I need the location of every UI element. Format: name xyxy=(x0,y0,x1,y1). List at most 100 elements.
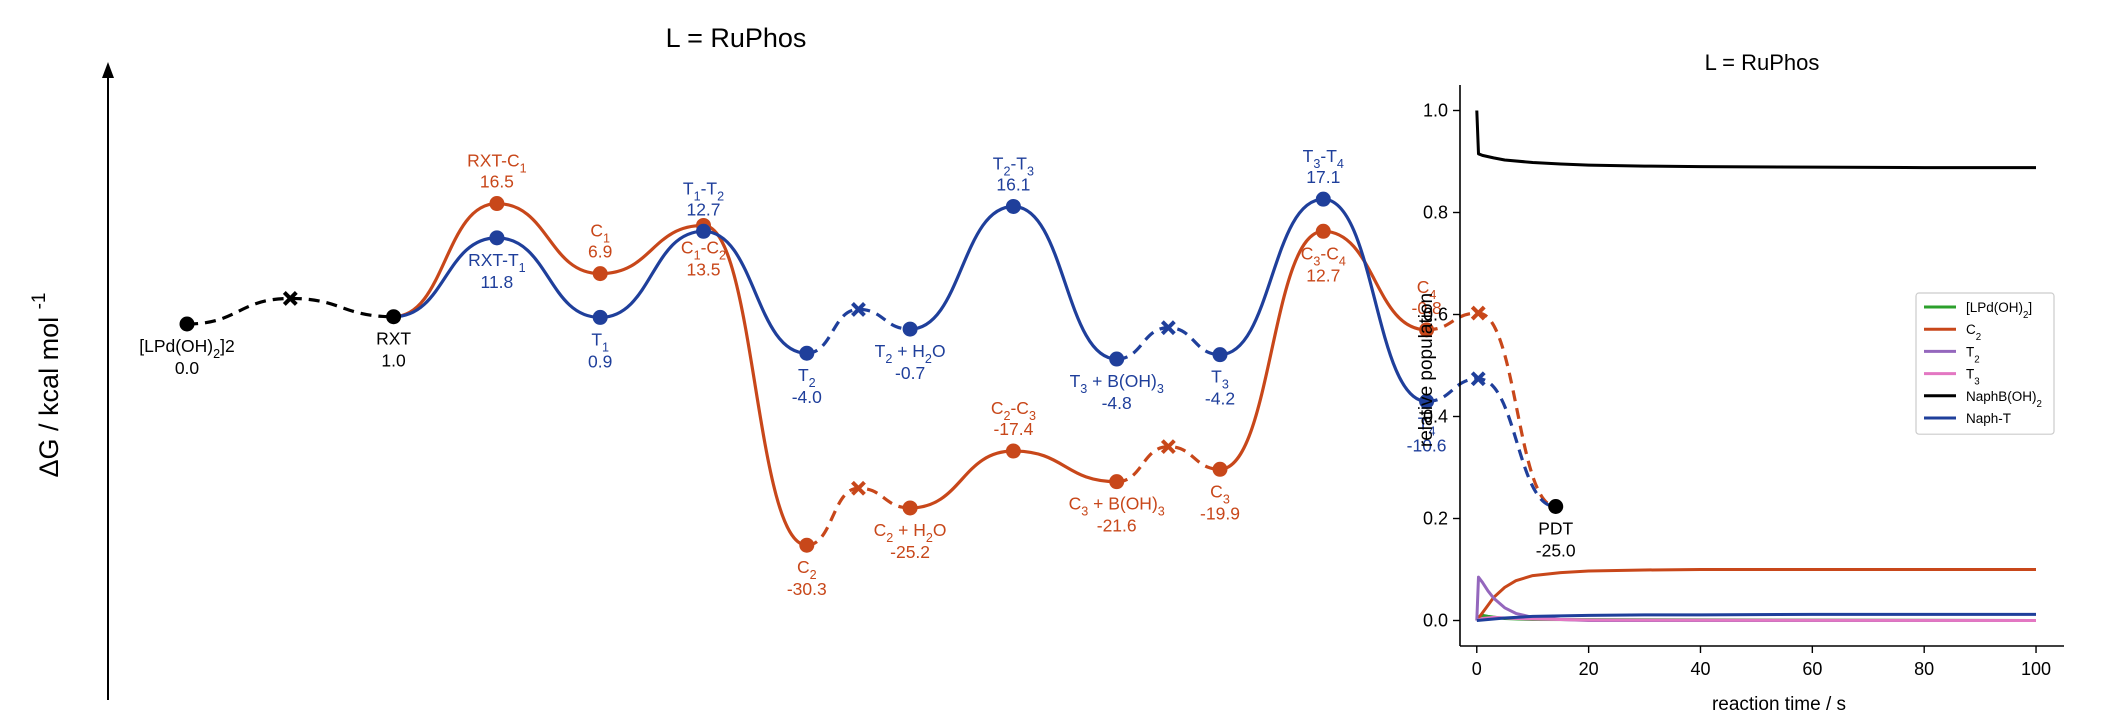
series-line-4 xyxy=(1475,110,2036,170)
state-energy: -19.9 xyxy=(1200,503,1240,523)
intermediate-x-marker-s27 xyxy=(1470,305,1486,321)
state-marker-s24 xyxy=(1315,191,1331,207)
x-tick-label: 20 xyxy=(1579,659,1599,679)
state-name: T2 xyxy=(798,365,816,390)
intermediate-x-marker-s19 xyxy=(1160,439,1176,455)
legend-label: T3 xyxy=(1966,367,1980,388)
pathway-segment-12 xyxy=(1426,377,1556,509)
state-marker-s26 xyxy=(1419,393,1435,409)
pathway-segment-6 xyxy=(910,204,1117,361)
state-marker-s23 xyxy=(1315,223,1331,239)
state-name: C3 xyxy=(1210,481,1230,506)
series-line-1 xyxy=(1475,568,2036,622)
state-name: C2 xyxy=(797,557,817,582)
x-tick-label: 100 xyxy=(2021,659,2051,679)
state-label-s5: C16.9 xyxy=(588,221,612,262)
energy-profile-markers xyxy=(179,191,1564,553)
state-energy: -10.6 xyxy=(1407,435,1447,455)
energy-axis-label: ΔG / kcal mol -1 xyxy=(29,293,64,478)
population-ticks: 0 20 40 60 80 100 0.0 0.2 0.4 0.6 0.8 1.0 xyxy=(1423,101,2051,680)
state-energy: 6.9 xyxy=(588,242,612,262)
state-marker-s6 xyxy=(592,309,608,325)
state-label-s29: PDT-25.0 xyxy=(1536,519,1576,561)
state-energy: 0.0 xyxy=(175,358,200,378)
state-marker-s10 xyxy=(799,345,815,361)
state-label-s17: C3 + B(OH)3-21.6 xyxy=(1069,494,1165,536)
state-name: T3-T4 xyxy=(1303,146,1344,171)
x-tick-label: 80 xyxy=(1914,659,1934,679)
state-label-s9: C2-30.3 xyxy=(787,557,827,599)
state-marker-s17 xyxy=(1109,474,1125,490)
state-name: T4 xyxy=(1418,413,1436,438)
legend-entry-5: Naph-T xyxy=(1924,411,2011,426)
state-energy: 12.7 xyxy=(1306,265,1340,285)
state-label-s25: C4-0.8 xyxy=(1412,277,1442,318)
pathway-segment-0 xyxy=(186,296,394,326)
legend-label: [LPd(OH)2] xyxy=(1966,300,2032,321)
population-y-label: relative population xyxy=(1416,293,1437,447)
intermediate-x-marker-s28 xyxy=(1470,371,1486,387)
state-name: T1 xyxy=(591,329,609,354)
state-energy: 11.8 xyxy=(481,272,514,292)
state-energy: -25.2 xyxy=(890,542,930,562)
state-name: T2-T3 xyxy=(993,153,1034,178)
state-energy: 16.5 xyxy=(480,172,514,192)
state-marker-s15 xyxy=(1005,443,1021,459)
energy-profile-title: L = RuPhos xyxy=(666,23,807,53)
state-name: PDT xyxy=(1538,519,1573,539)
y-tick-label: 0.2 xyxy=(1423,509,1448,529)
state-marker-s9 xyxy=(799,537,815,553)
state-marker-s3 xyxy=(489,196,505,212)
pathway-segment-1 xyxy=(393,201,808,547)
energy-axis-arrowhead xyxy=(102,62,114,78)
legend-label: NaphB(OH)2 xyxy=(1966,389,2042,410)
x-tick-label: 40 xyxy=(1690,659,1710,679)
intermediate-x-marker-s1 xyxy=(282,291,298,306)
legend-entry-2: T2 xyxy=(1924,344,1980,365)
state-marker-s21 xyxy=(1212,461,1228,477)
state-marker-s8 xyxy=(696,223,711,239)
y-tick-label: 1.0 xyxy=(1423,101,1448,121)
pathway-segment-8 xyxy=(1116,326,1221,361)
y-tick-label: 0.6 xyxy=(1423,305,1448,325)
state-label-s15: C2-C3-17.4 xyxy=(991,398,1036,439)
state-name: [LPd(OH)2]2 xyxy=(139,336,235,361)
state-label-s0: [LPd(OH)2]20.0 xyxy=(139,336,235,378)
state-label-s26: T4-10.6 xyxy=(1407,413,1447,455)
state-name: RXT-T1 xyxy=(468,250,526,275)
pathway-segment-9 xyxy=(1219,229,1427,471)
state-name: RXT xyxy=(376,329,411,349)
state-energy: -4.2 xyxy=(1205,389,1235,409)
legend-entry-4: NaphB(OH)2 xyxy=(1924,389,2042,410)
state-marker-s0 xyxy=(179,316,195,332)
pathway-segment-4 xyxy=(806,307,911,355)
x-tick-label: 60 xyxy=(1802,659,1822,679)
state-energy: -4.0 xyxy=(792,387,822,407)
pathway-segment-11 xyxy=(1426,311,1557,509)
state-name: C2 + H2O xyxy=(874,520,947,545)
population-title: L = RuPhos xyxy=(1705,50,1820,75)
state-label-s13: C2 + H2O-25.2 xyxy=(874,520,947,562)
state-name: T3 xyxy=(1211,367,1229,392)
state-energy: -25.0 xyxy=(1536,541,1576,561)
state-marker-s16 xyxy=(1005,198,1021,214)
population-chart: L = RuPhos 0 20 40 60 80 100 0.0 0.2 0.4 0.6 0.8 1.… xyxy=(1416,50,2064,715)
intermediate-x-marker-s12 xyxy=(851,301,866,317)
y-tick-label: 0.4 xyxy=(1423,407,1448,427)
state-label-s21: C3-19.9 xyxy=(1200,481,1240,523)
y-tick-label: 0.0 xyxy=(1423,611,1448,631)
state-name: C3 + B(OH)3 xyxy=(1069,494,1165,519)
state-marker-s2 xyxy=(386,309,402,325)
pathway-segment-7 xyxy=(1116,445,1221,484)
state-name: C2-C3 xyxy=(991,398,1036,423)
state-label-s22: T3-4.2 xyxy=(1205,367,1235,409)
